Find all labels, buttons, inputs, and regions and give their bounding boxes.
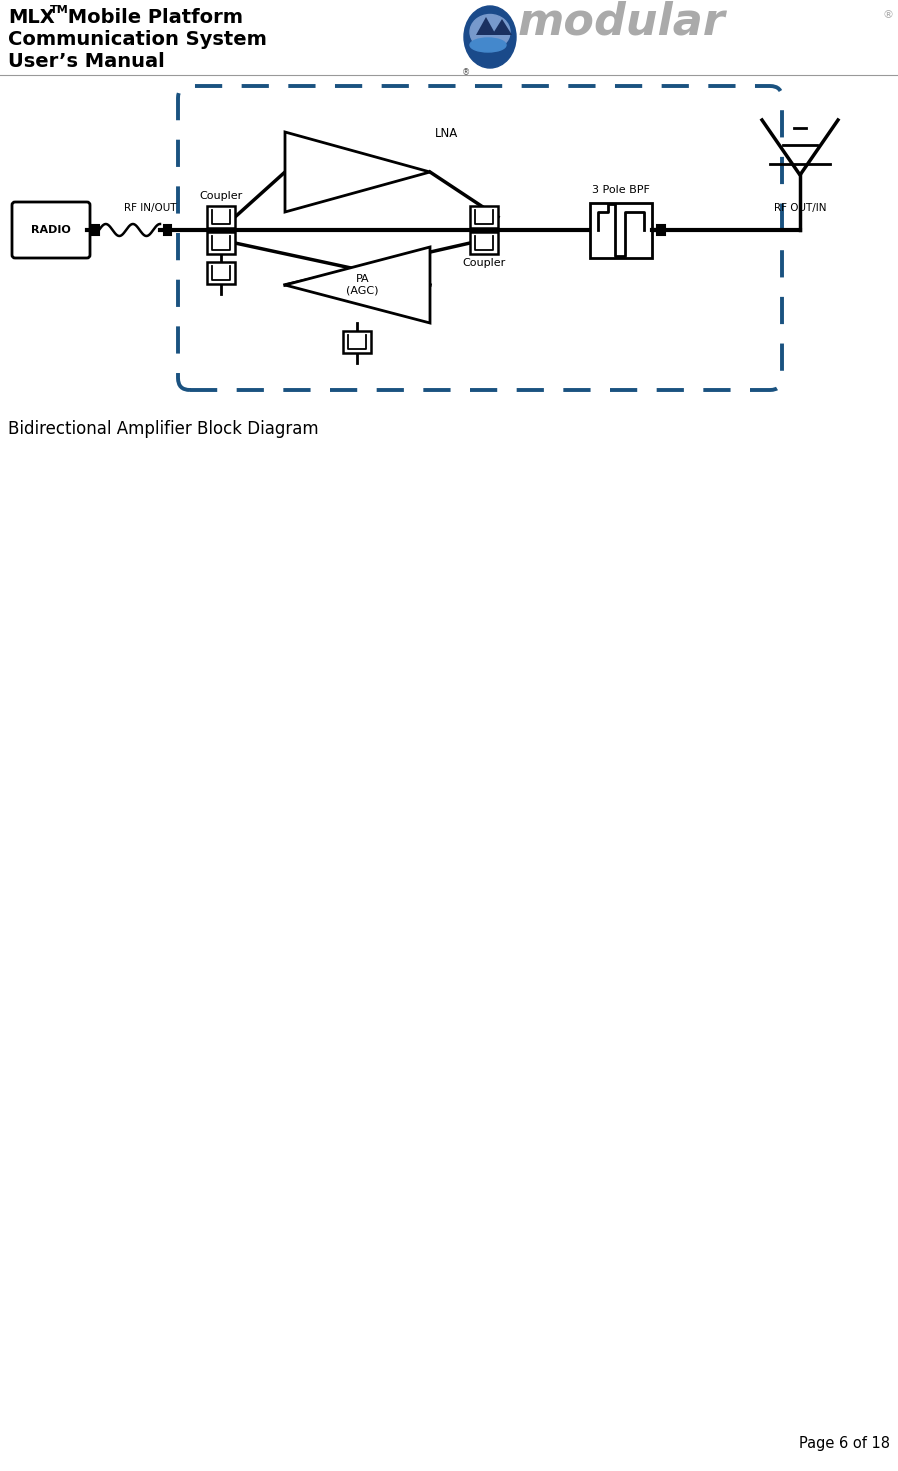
FancyBboxPatch shape bbox=[12, 202, 90, 257]
Bar bbox=[470, 206, 498, 228]
Text: PA
(AGC): PA (AGC) bbox=[347, 274, 379, 296]
Bar bbox=[343, 331, 371, 353]
Bar bbox=[590, 203, 652, 257]
Ellipse shape bbox=[464, 6, 516, 68]
Text: RF IN/OUT: RF IN/OUT bbox=[124, 203, 176, 213]
Text: modular: modular bbox=[518, 0, 726, 44]
Text: Coupler: Coupler bbox=[199, 191, 242, 202]
Ellipse shape bbox=[470, 38, 506, 51]
Polygon shape bbox=[492, 19, 512, 35]
Bar bbox=[207, 262, 235, 284]
Bar bbox=[657, 225, 665, 235]
Text: Communication System: Communication System bbox=[8, 29, 267, 49]
Bar bbox=[470, 232, 498, 254]
Text: MLX: MLX bbox=[8, 7, 55, 26]
Polygon shape bbox=[285, 132, 430, 212]
Text: ®: ® bbox=[882, 10, 893, 21]
Bar bbox=[92, 225, 99, 235]
Text: Bidirectional Amplifier Block Diagram: Bidirectional Amplifier Block Diagram bbox=[8, 421, 319, 438]
Text: Coupler: Coupler bbox=[462, 257, 506, 268]
Text: Page 6 of 18: Page 6 of 18 bbox=[799, 1436, 890, 1450]
Ellipse shape bbox=[470, 15, 510, 50]
Text: LNA: LNA bbox=[435, 127, 458, 140]
Polygon shape bbox=[285, 247, 430, 324]
Bar bbox=[164, 225, 171, 235]
Bar bbox=[207, 232, 235, 254]
Text: 3 Pole BPF: 3 Pole BPF bbox=[592, 184, 650, 194]
Text: ®: ® bbox=[462, 68, 471, 76]
Text: RADIO: RADIO bbox=[31, 225, 71, 235]
Bar bbox=[207, 206, 235, 228]
Text: User’s Manual: User’s Manual bbox=[8, 51, 164, 71]
Text: RF OUT/IN: RF OUT/IN bbox=[774, 203, 826, 213]
Text: Mobile Platform: Mobile Platform bbox=[61, 7, 243, 26]
Text: TM: TM bbox=[50, 4, 69, 15]
Polygon shape bbox=[476, 18, 496, 35]
